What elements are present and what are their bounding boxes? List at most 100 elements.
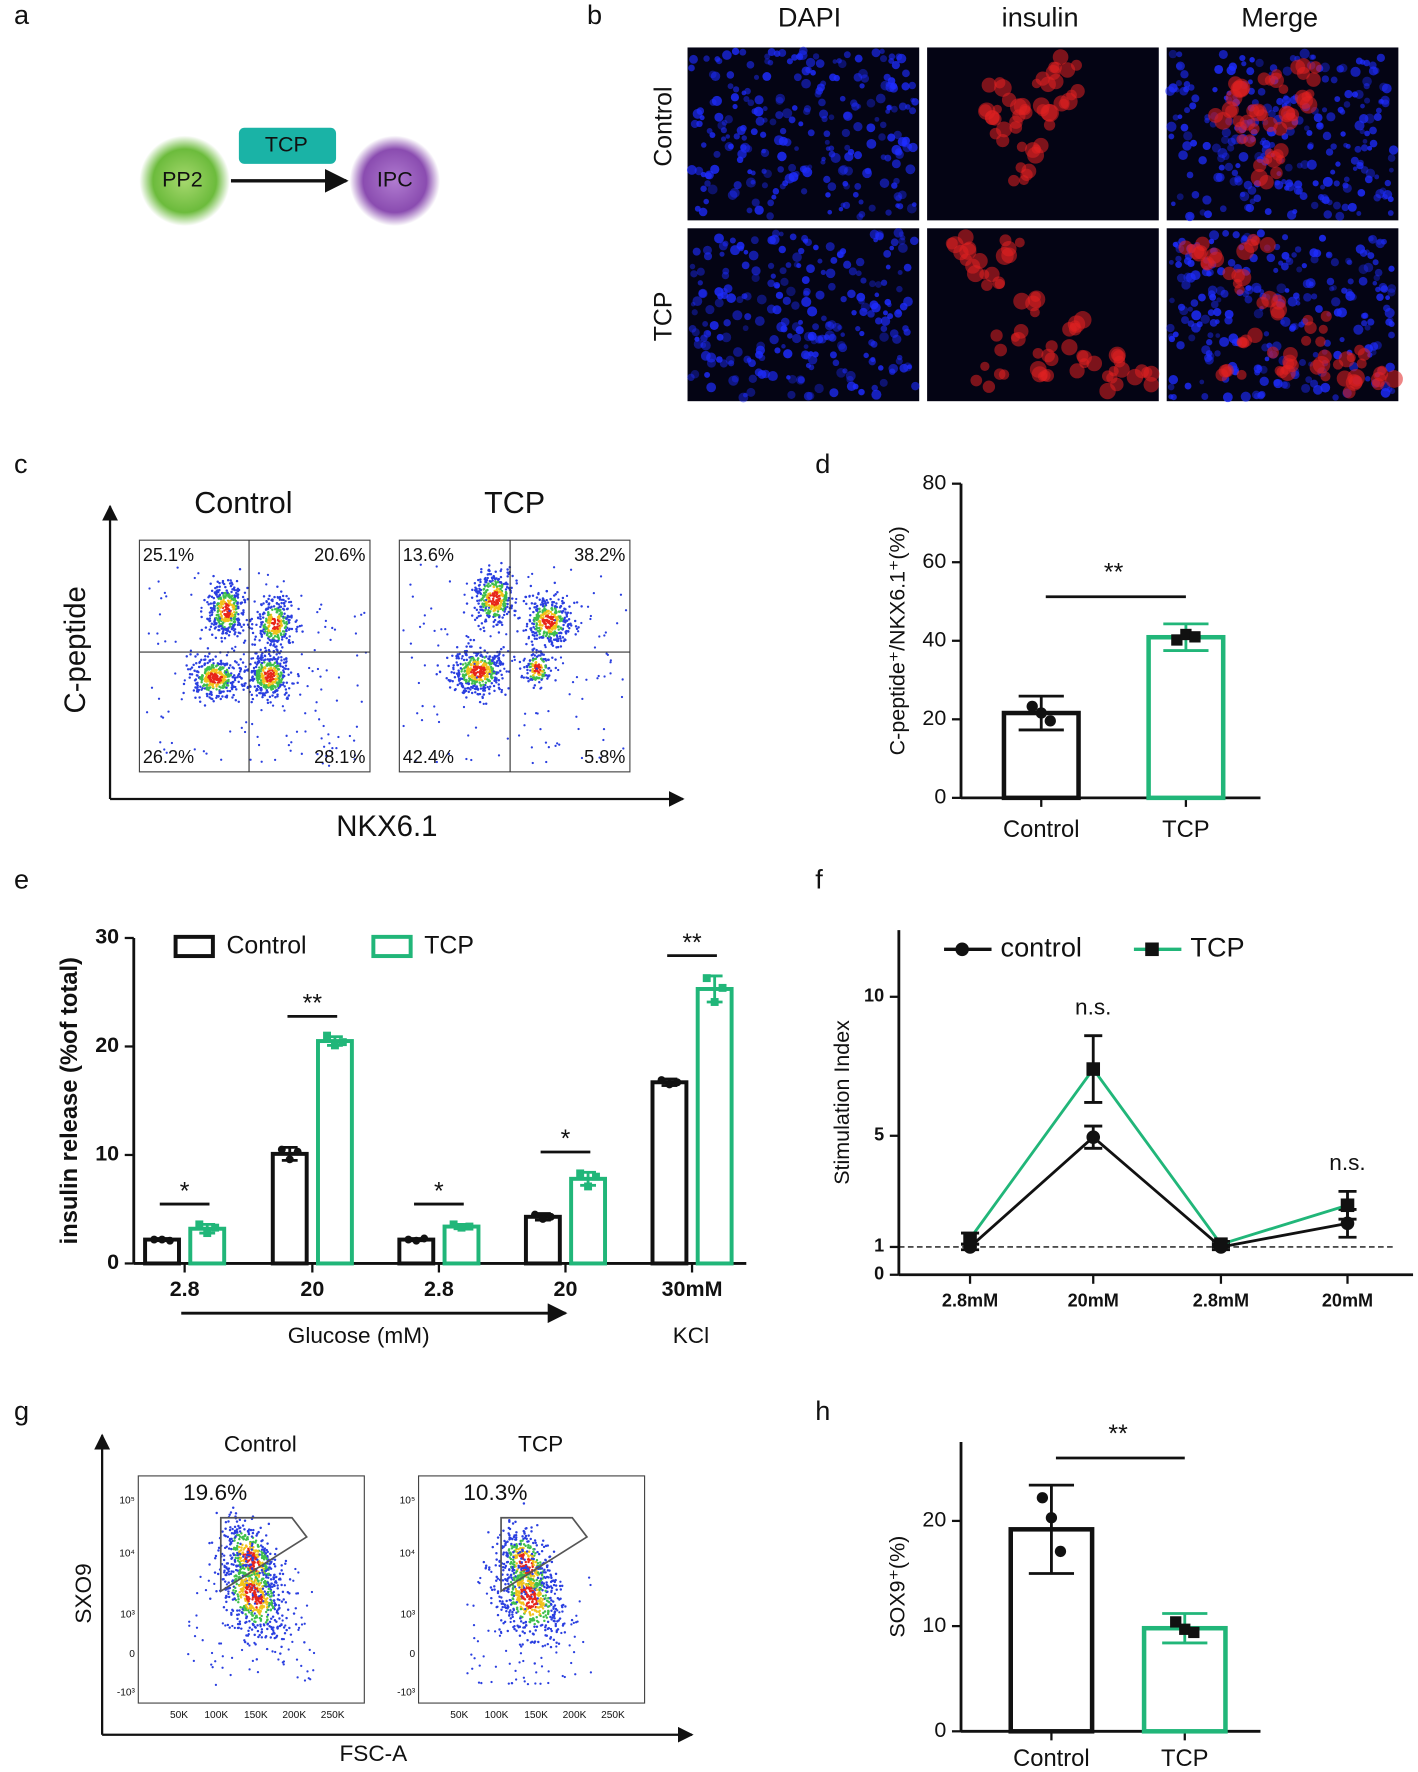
event-dot: [525, 676, 528, 679]
nucleus: [896, 354, 903, 361]
event-dot: [335, 746, 338, 750]
insulin-cell: [1061, 339, 1078, 356]
event-dot: [252, 1561, 256, 1564]
nucleus: [767, 235, 776, 245]
nucleus: [767, 199, 775, 207]
event-dot: [497, 597, 501, 601]
event-dot: [266, 637, 270, 640]
event-dot: [486, 611, 490, 614]
insulin-cell: [1222, 266, 1236, 281]
nucleus: [880, 316, 891, 326]
insulin-cell: [1309, 61, 1322, 74]
event-dot: [269, 701, 272, 704]
nucleus: [1222, 229, 1230, 237]
event-dot: [456, 653, 459, 656]
event-dot: [577, 630, 580, 633]
nucleus: [832, 59, 838, 64]
event-dot: [280, 655, 283, 659]
event-dot: [486, 685, 489, 689]
event-dot: [549, 597, 552, 601]
event-dot: [554, 658, 557, 661]
event-dot: [261, 675, 264, 678]
event-dot: [488, 592, 492, 595]
nucleus: [729, 237, 736, 244]
nucleus: [754, 95, 764, 105]
event-dot: [472, 670, 476, 673]
event-dot: [196, 653, 199, 656]
event-dot: [269, 1573, 272, 1577]
nucleus: [1259, 376, 1269, 386]
event-dot: [276, 585, 279, 589]
nucleus: [1358, 264, 1369, 275]
event-dot: [226, 628, 230, 632]
event-dot: [486, 576, 489, 580]
event-dot: [275, 672, 278, 675]
nucleus: [810, 69, 816, 76]
event-dot: [569, 611, 572, 615]
nucleus: [843, 51, 851, 59]
event-dot: [489, 584, 492, 587]
insulin-cell: [1228, 76, 1243, 91]
nucleus: [1198, 293, 1206, 302]
event-dot: [459, 662, 462, 666]
plot-frame: [398, 539, 631, 773]
event-dot: [287, 687, 291, 690]
nucleus: [1296, 162, 1303, 169]
nucleus: [880, 325, 888, 333]
nucleus: [906, 143, 912, 149]
event-dot: [491, 579, 494, 582]
nucleus: [821, 156, 826, 162]
event-dot: [599, 575, 603, 578]
event-dot: [527, 680, 530, 683]
nucleus: [698, 207, 708, 217]
event-dot: [553, 631, 557, 635]
event-dot: [568, 693, 571, 696]
nucleus: [1306, 159, 1317, 170]
event-dot: [283, 693, 287, 696]
event-dot: [249, 758, 252, 761]
nucleus: [1347, 202, 1357, 212]
nucleus: [803, 331, 814, 342]
event-dot: [337, 735, 340, 739]
event-dot: [261, 1545, 264, 1549]
nucleus: [786, 286, 796, 297]
event-dot: [486, 673, 489, 677]
event-dot: [235, 1546, 239, 1550]
nucleus: [911, 202, 917, 207]
event-dot: [528, 595, 531, 598]
insulin-cell: [970, 374, 983, 387]
event-dot: [268, 663, 271, 666]
event-dot: [535, 605, 538, 609]
nucleus: [812, 323, 819, 331]
event-dot: [495, 603, 498, 606]
event-dot: [525, 602, 528, 606]
nucleus: [1320, 382, 1331, 393]
event-dot: [220, 614, 223, 618]
insulin-cell: [1261, 290, 1278, 308]
event-dot: [257, 1555, 260, 1558]
event-dot: [602, 728, 606, 731]
event-dot: [266, 641, 269, 645]
event-dot: [495, 671, 499, 674]
event-dot: [194, 678, 198, 681]
event-dot: [547, 658, 550, 662]
event-dot: [208, 660, 211, 663]
event-dot: [224, 605, 227, 609]
event-dot: [243, 1519, 247, 1523]
event-dot: [533, 632, 537, 635]
event-dot: [234, 699, 238, 702]
nucleus: [777, 151, 787, 162]
nucleus: [875, 93, 886, 104]
nucleus: [1319, 194, 1329, 204]
event-dot: [230, 590, 233, 594]
nucleus: [783, 349, 793, 359]
event-dot: [560, 631, 563, 635]
event-dot: [247, 1547, 250, 1551]
event-dot: [536, 617, 540, 620]
nucleus: [758, 354, 766, 362]
nucleus: [689, 263, 696, 270]
event-dot: [268, 594, 271, 598]
event-dot: [256, 669, 259, 672]
nucleus: [895, 203, 900, 208]
event-dot: [402, 724, 405, 728]
